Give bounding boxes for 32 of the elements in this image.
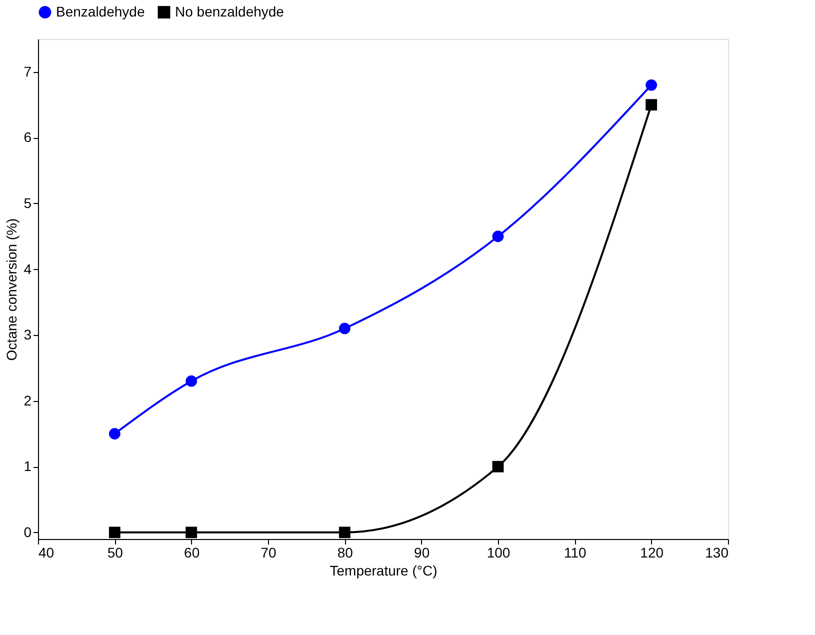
x-tick-label: 40 xyxy=(38,544,54,560)
point xyxy=(186,375,198,387)
point xyxy=(186,526,198,538)
y-tick-label: 1 xyxy=(24,458,32,474)
x-axis-title: Temperature (°C) xyxy=(330,562,438,578)
x-tick-label: 100 xyxy=(486,544,510,560)
point xyxy=(108,428,120,440)
legend-label: Benzaldehyde xyxy=(56,3,145,20)
point xyxy=(338,322,350,334)
y-axis-title: Octane conversion (%) xyxy=(4,218,20,361)
y-tick-label: 7 xyxy=(24,63,32,80)
point xyxy=(492,230,504,242)
x-tick-label: 60 xyxy=(184,544,200,560)
point xyxy=(646,79,658,91)
y-tick-label: 3 xyxy=(24,326,32,343)
y-tick-label: 4 xyxy=(24,260,32,277)
x-tick-label: 80 xyxy=(337,544,354,560)
x-tick-label: 110 xyxy=(564,544,587,560)
x-tick-label: 50 xyxy=(107,544,124,560)
point xyxy=(108,526,120,538)
y-tick-label: 2 xyxy=(24,392,32,408)
legend-label: No benzaldehyde xyxy=(175,3,284,20)
x-tick-label: 90 xyxy=(414,544,430,560)
y-tick-label: 5 xyxy=(24,194,32,211)
point xyxy=(338,526,350,538)
y-tick-label: 6 xyxy=(24,129,32,146)
y-tick-label: 0 xyxy=(24,524,32,540)
x-tick-label: 130 xyxy=(705,544,729,560)
point xyxy=(646,99,658,110)
point xyxy=(492,460,504,472)
x-tick-label: 120 xyxy=(640,544,664,560)
x-tick-label: 70 xyxy=(260,544,276,560)
